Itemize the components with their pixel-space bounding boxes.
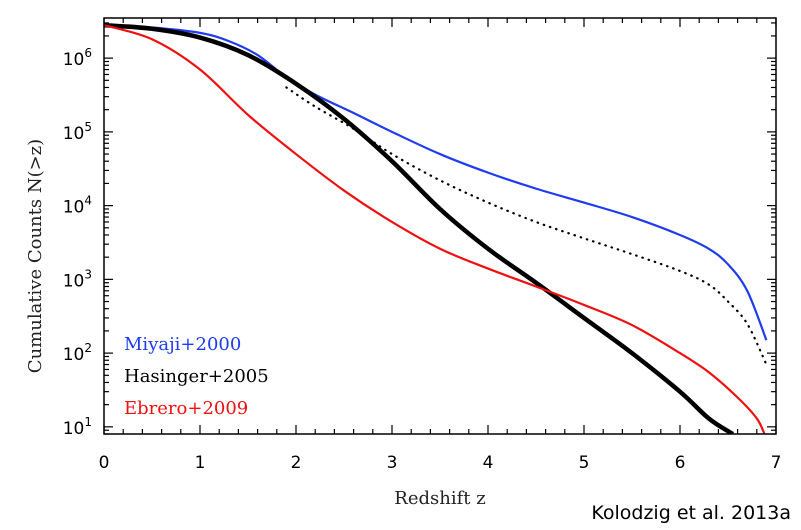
legend-label-hasinger-2005: Hasinger+2005 — [124, 366, 269, 387]
credit-text: Kolodzig et al. 2013a — [591, 502, 791, 524]
x-tick-label: 1 — [195, 453, 206, 473]
y-tick-label: 101 — [63, 415, 92, 439]
x-tick-label: 0 — [99, 453, 110, 473]
axis-ticks — [103, 18, 777, 435]
y-tick-label: 102 — [63, 341, 92, 365]
x-tick-label: 3 — [387, 453, 398, 473]
series-line-miyaji-2000 — [104, 24, 768, 341]
legend-label-miyaji-2000: Miyaji+2000 — [124, 334, 241, 355]
x-tick-label: 4 — [483, 453, 494, 473]
x-tick-label: 6 — [675, 453, 686, 473]
legend-label-ebrero-2009: Ebrero+2009 — [124, 398, 248, 419]
plot-frame — [103, 17, 777, 435]
x-tick-label: 7 — [771, 453, 782, 473]
y-axis-title: Cumulative Counts N(>z) — [25, 139, 46, 373]
tick-labels: 0 1 2 3 4 5 6 7 101 102 103 104 105 106 — [63, 46, 782, 473]
x-tick-label: 2 — [291, 453, 302, 473]
y-tick-label: 104 — [63, 194, 92, 218]
series-line-ebrero-2009 — [104, 24, 766, 434]
x-axis-title: Redshift z — [394, 488, 485, 509]
y-tick-label: 106 — [63, 46, 92, 70]
y-tick-label: 105 — [63, 120, 92, 144]
series-line-hasinger-2005 — [104, 22, 735, 434]
x-tick-label: 5 — [579, 453, 590, 473]
y-tick-label: 103 — [63, 267, 92, 291]
legend: Miyaji+2000 Hasinger+2005 Ebrero+2009 — [124, 334, 269, 419]
plot-lines — [104, 22, 768, 434]
